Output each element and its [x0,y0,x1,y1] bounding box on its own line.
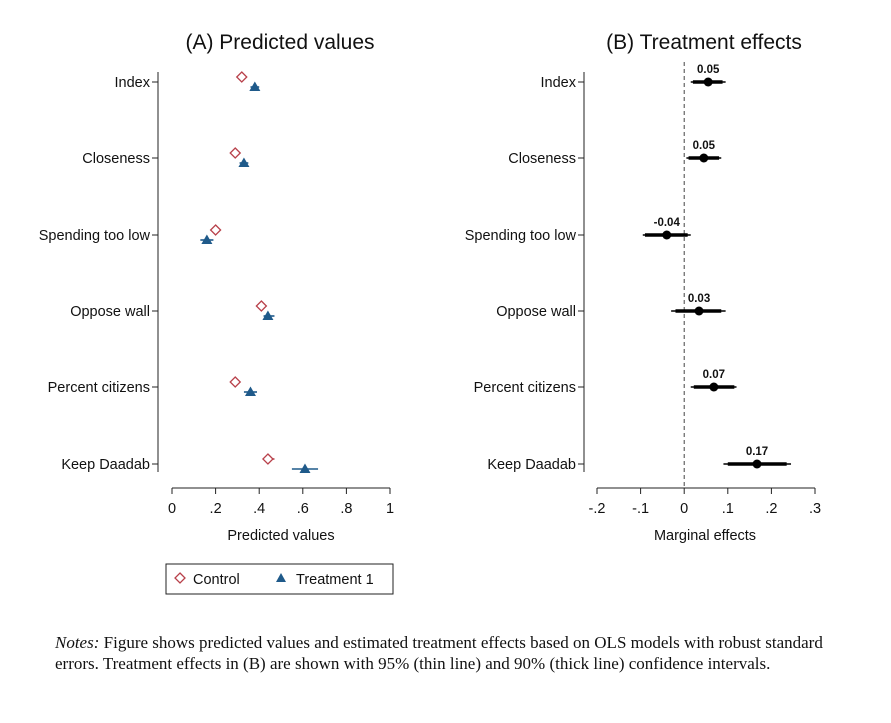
panel-b-x-axis-label: Marginal effects [654,528,756,544]
treatment-point [262,310,274,320]
effect-point [699,153,709,163]
treatment-point [299,463,311,473]
panel-b-title: (B) Treatment effects [606,31,802,54]
effect-point [709,382,719,392]
treatment-point [244,386,256,396]
figure-notes: Notes: Figure shows predicted values and… [55,632,855,674]
panel-a-x-axis-label: Predicted values [227,528,334,544]
control-point [255,300,268,312]
legend-treatment-marker [276,573,286,582]
legend: Control Treatment 1 [165,563,394,595]
legend-control-label: Control [193,572,240,588]
category-label-keep-daadab: Keep Daadab [61,457,150,473]
x-tick-label: 0 [168,501,176,517]
panel-b-marks: 0.05 0.05 -0.04 0.03 0.07 0.17 [642,64,792,469]
data-label: 0.05 [697,64,720,76]
x-tick-label: -.1 [632,501,649,517]
x-tick-label: .8 [340,501,352,517]
x-tick-label: -.2 [589,501,606,517]
panel-a-predicted-values: (A) Predicted values Index Closeness Spend… [39,31,394,544]
x-tick-label: .6 [297,501,309,517]
data-label: 0.05 [693,140,716,152]
x-tick-label: .1 [722,501,734,517]
category-label-oppose-wall: Oppose wall [70,304,150,320]
category-label-index: Index [541,75,577,91]
legend-control-marker [174,572,186,584]
effect-point [662,230,672,240]
data-label: 0.17 [746,446,768,458]
data-label: 0.03 [688,293,710,305]
control-point [235,71,248,83]
x-tick-label: .2 [210,501,222,517]
treatment-point [201,234,213,244]
panel-b-x-ticks: -.2 -.1 0 .1 .2 .3 [589,488,821,517]
control-point [229,376,242,388]
x-tick-label: 1 [386,501,394,517]
treatment-point [238,157,250,167]
data-label: 0.07 [703,369,725,381]
notes-text: Figure shows predicted values and estima… [55,633,823,673]
panel-a-x-ticks: 0 .2 .4 .6 .8 1 [168,488,394,517]
treatment-point [249,81,261,91]
category-label-spending-too-low: Spending too low [465,228,577,244]
notes-label: Notes: [55,633,100,652]
effect-point [694,306,704,316]
effect-point [703,77,713,87]
category-label-oppose-wall: Oppose wall [496,304,576,320]
x-tick-label: .4 [253,501,265,517]
category-label-index: Index [115,75,151,91]
control-point [229,147,242,159]
x-tick-label: 0 [680,501,688,517]
panel-a-category-labels: Index Closeness Spending too low Oppose wal… [39,75,158,473]
x-tick-label: .3 [809,501,821,517]
legend-box [165,563,394,595]
control-point [262,453,274,465]
category-label-keep-daadab: Keep Daadab [487,457,576,473]
panel-a-title: (A) Predicted values [185,31,374,54]
category-label-closeness: Closeness [508,151,576,167]
data-label: -0.04 [654,217,681,229]
panel-b-treatment-effects: (B) Treatment effects Index Closeness Spen… [465,31,821,544]
panel-a-marks [200,71,319,473]
panel-b-category-labels: Index Closeness Spending too low Oppose wal… [465,75,584,473]
control-point [209,224,222,236]
category-label-percent-citizens: Percent citizens [48,380,150,396]
effect-point [752,459,762,469]
category-label-spending-too-low: Spending too low [39,228,151,244]
category-label-closeness: Closeness [82,151,150,167]
category-label-percent-citizens: Percent citizens [474,380,576,396]
x-tick-label: .2 [765,501,777,517]
legend-treatment-label: Treatment 1 [296,572,374,588]
